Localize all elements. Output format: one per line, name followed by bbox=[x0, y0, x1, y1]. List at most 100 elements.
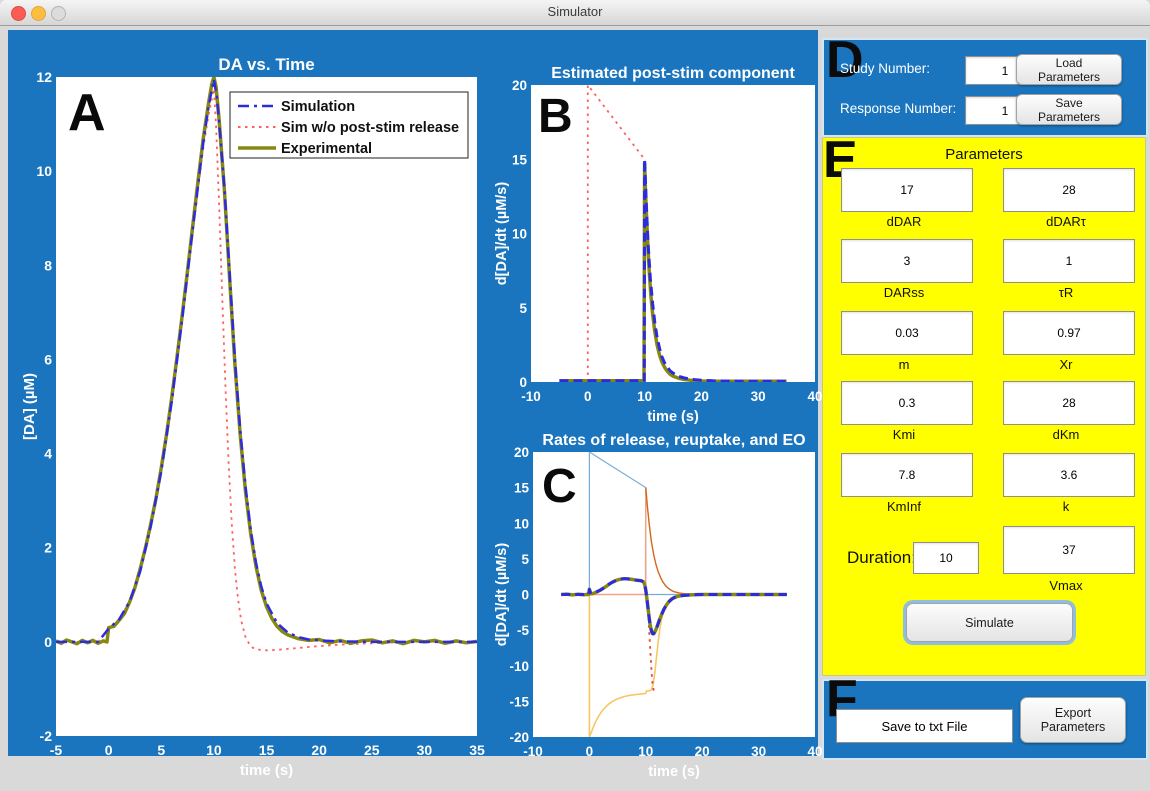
svg-text:15: 15 bbox=[259, 742, 275, 758]
darss-input[interactable] bbox=[841, 239, 973, 283]
plots-panel: DA vs. Time -5 0 5 10 15 20 25 30 35 -2 0 2 4 6 8 10 12 ti… bbox=[8, 30, 823, 780]
m-label: m bbox=[898, 357, 910, 372]
svg-text:20: 20 bbox=[311, 742, 327, 758]
panel-export: F Export Parameters bbox=[822, 673, 1148, 760]
panel-study-response: D Study Number: Load Parameters Response… bbox=[822, 34, 1148, 137]
svg-text:10: 10 bbox=[36, 163, 52, 179]
export-parameters-button[interactable]: Export Parameters bbox=[1020, 697, 1126, 743]
title-bar: Simulator bbox=[0, 0, 1150, 26]
svg-text:10: 10 bbox=[637, 389, 652, 404]
study-number-label: Study Number: bbox=[840, 61, 931, 76]
m-input[interactable] bbox=[841, 311, 973, 355]
svg-text:30: 30 bbox=[417, 742, 433, 758]
svg-text:5: 5 bbox=[157, 742, 165, 758]
dkm-input[interactable] bbox=[1003, 381, 1135, 425]
xr-label: Xr bbox=[1059, 357, 1073, 372]
load-parameters-button[interactable]: Load Parameters bbox=[1016, 54, 1122, 85]
svg-text:B: B bbox=[538, 90, 573, 143]
svg-text:30: 30 bbox=[751, 744, 766, 759]
kminf-input[interactable] bbox=[841, 453, 973, 497]
tr-input[interactable] bbox=[1003, 239, 1135, 283]
svg-text:DA vs. Time: DA vs. Time bbox=[218, 55, 314, 74]
ddart-input[interactable] bbox=[1003, 168, 1135, 212]
svg-text:Estimated post-stim component: Estimated post-stim component bbox=[551, 65, 795, 82]
duration-input[interactable] bbox=[913, 542, 979, 574]
tr-label: τR bbox=[1058, 285, 1074, 300]
window-title: Simulator bbox=[547, 4, 603, 19]
vmax-label: Vmax bbox=[1049, 578, 1083, 593]
svg-text:5: 5 bbox=[519, 301, 527, 316]
svg-text:C: C bbox=[542, 460, 577, 513]
ddar-label: dDAR bbox=[886, 214, 922, 229]
parameters-title: Parameters bbox=[945, 146, 1023, 163]
close-window-button[interactable] bbox=[11, 6, 26, 21]
svg-text:10: 10 bbox=[514, 516, 529, 531]
svg-text:20: 20 bbox=[514, 445, 529, 460]
svg-text:[DA] (µM): [DA] (µM) bbox=[21, 373, 38, 440]
svg-text:-5: -5 bbox=[50, 742, 63, 758]
svg-text:time (s): time (s) bbox=[648, 764, 700, 780]
chart-post-stim-component: Estimated post-stim component -10 0 10 20 30 4… bbox=[494, 60, 826, 425]
simulate-button[interactable]: Simulate bbox=[906, 603, 1073, 642]
k-label: k bbox=[1062, 499, 1070, 514]
duration-label: Duration: bbox=[847, 548, 916, 567]
darss-label: DARss bbox=[883, 285, 925, 300]
svg-text:30: 30 bbox=[751, 389, 766, 404]
minimize-window-button[interactable] bbox=[31, 6, 46, 21]
svg-text:Sim w/o post-stim release: Sim w/o post-stim release bbox=[281, 120, 459, 136]
vmax-input[interactable] bbox=[1003, 526, 1135, 574]
svg-text:A: A bbox=[68, 84, 106, 142]
chart-rates: Rates of release, reuptake, and EO -10 0 10… bbox=[494, 422, 826, 786]
svg-text:12: 12 bbox=[36, 69, 52, 85]
kmi-label: Kmi bbox=[892, 427, 916, 442]
svg-text:35: 35 bbox=[469, 742, 485, 758]
svg-text:time (s): time (s) bbox=[647, 409, 699, 425]
ddart-label: dDARτ bbox=[1046, 214, 1086, 229]
svg-text:Simulation: Simulation bbox=[281, 99, 355, 115]
svg-text:25: 25 bbox=[364, 742, 380, 758]
svg-text:15: 15 bbox=[514, 481, 530, 496]
svg-text:10: 10 bbox=[206, 742, 222, 758]
svg-text:10: 10 bbox=[512, 227, 527, 242]
svg-text:-5: -5 bbox=[517, 623, 529, 638]
svg-text:d[DA]/dt (µM/s): d[DA]/dt (µM/s) bbox=[494, 182, 510, 286]
k-input[interactable] bbox=[1003, 453, 1135, 497]
svg-text:40: 40 bbox=[807, 389, 822, 404]
svg-text:8: 8 bbox=[44, 257, 52, 273]
save-to-txt-input[interactable] bbox=[836, 709, 1013, 743]
svg-text:-20: -20 bbox=[509, 730, 529, 745]
ddar-input[interactable] bbox=[841, 168, 973, 212]
xr-input[interactable] bbox=[1003, 311, 1135, 355]
svg-text:20: 20 bbox=[694, 389, 709, 404]
svg-text:5: 5 bbox=[521, 552, 529, 567]
dkm-label: dKm bbox=[1052, 427, 1080, 442]
svg-text:10: 10 bbox=[638, 744, 653, 759]
svg-text:0: 0 bbox=[584, 389, 592, 404]
kminf-label: KmInf bbox=[887, 499, 921, 514]
svg-text:15: 15 bbox=[512, 152, 528, 167]
panel-letter-d: D bbox=[826, 31, 864, 89]
svg-text:-15: -15 bbox=[509, 694, 529, 709]
svg-text:time (s): time (s) bbox=[240, 762, 293, 779]
chart-da-vs-time: DA vs. Time -5 0 5 10 15 20 25 30 35 -2 0 2 4 6 8 10 12 ti… bbox=[16, 55, 500, 786]
svg-text:-2: -2 bbox=[40, 728, 53, 744]
svg-text:2: 2 bbox=[44, 540, 52, 556]
svg-text:40: 40 bbox=[807, 744, 822, 759]
save-parameters-button[interactable]: Save Parameters bbox=[1016, 94, 1122, 125]
svg-text:0: 0 bbox=[586, 744, 594, 759]
svg-text:d[DA]/dt (µM/s): d[DA]/dt (µM/s) bbox=[494, 543, 510, 647]
svg-text:0: 0 bbox=[519, 375, 527, 390]
svg-text:-10: -10 bbox=[509, 659, 529, 674]
kmi-input[interactable] bbox=[841, 381, 973, 425]
svg-text:Experimental: Experimental bbox=[281, 141, 372, 157]
response-number-label: Response Number: bbox=[840, 101, 957, 116]
svg-text:20: 20 bbox=[512, 78, 527, 93]
svg-text:0: 0 bbox=[105, 742, 113, 758]
svg-text:-10: -10 bbox=[521, 389, 541, 404]
svg-text:-10: -10 bbox=[523, 744, 543, 759]
zoom-window-button[interactable] bbox=[51, 6, 66, 21]
panel-parameters: E Parameters dDAR dDARτ DARss τR m Xr Km… bbox=[822, 134, 1146, 676]
svg-text:0: 0 bbox=[521, 588, 529, 603]
svg-text:4: 4 bbox=[44, 446, 52, 462]
